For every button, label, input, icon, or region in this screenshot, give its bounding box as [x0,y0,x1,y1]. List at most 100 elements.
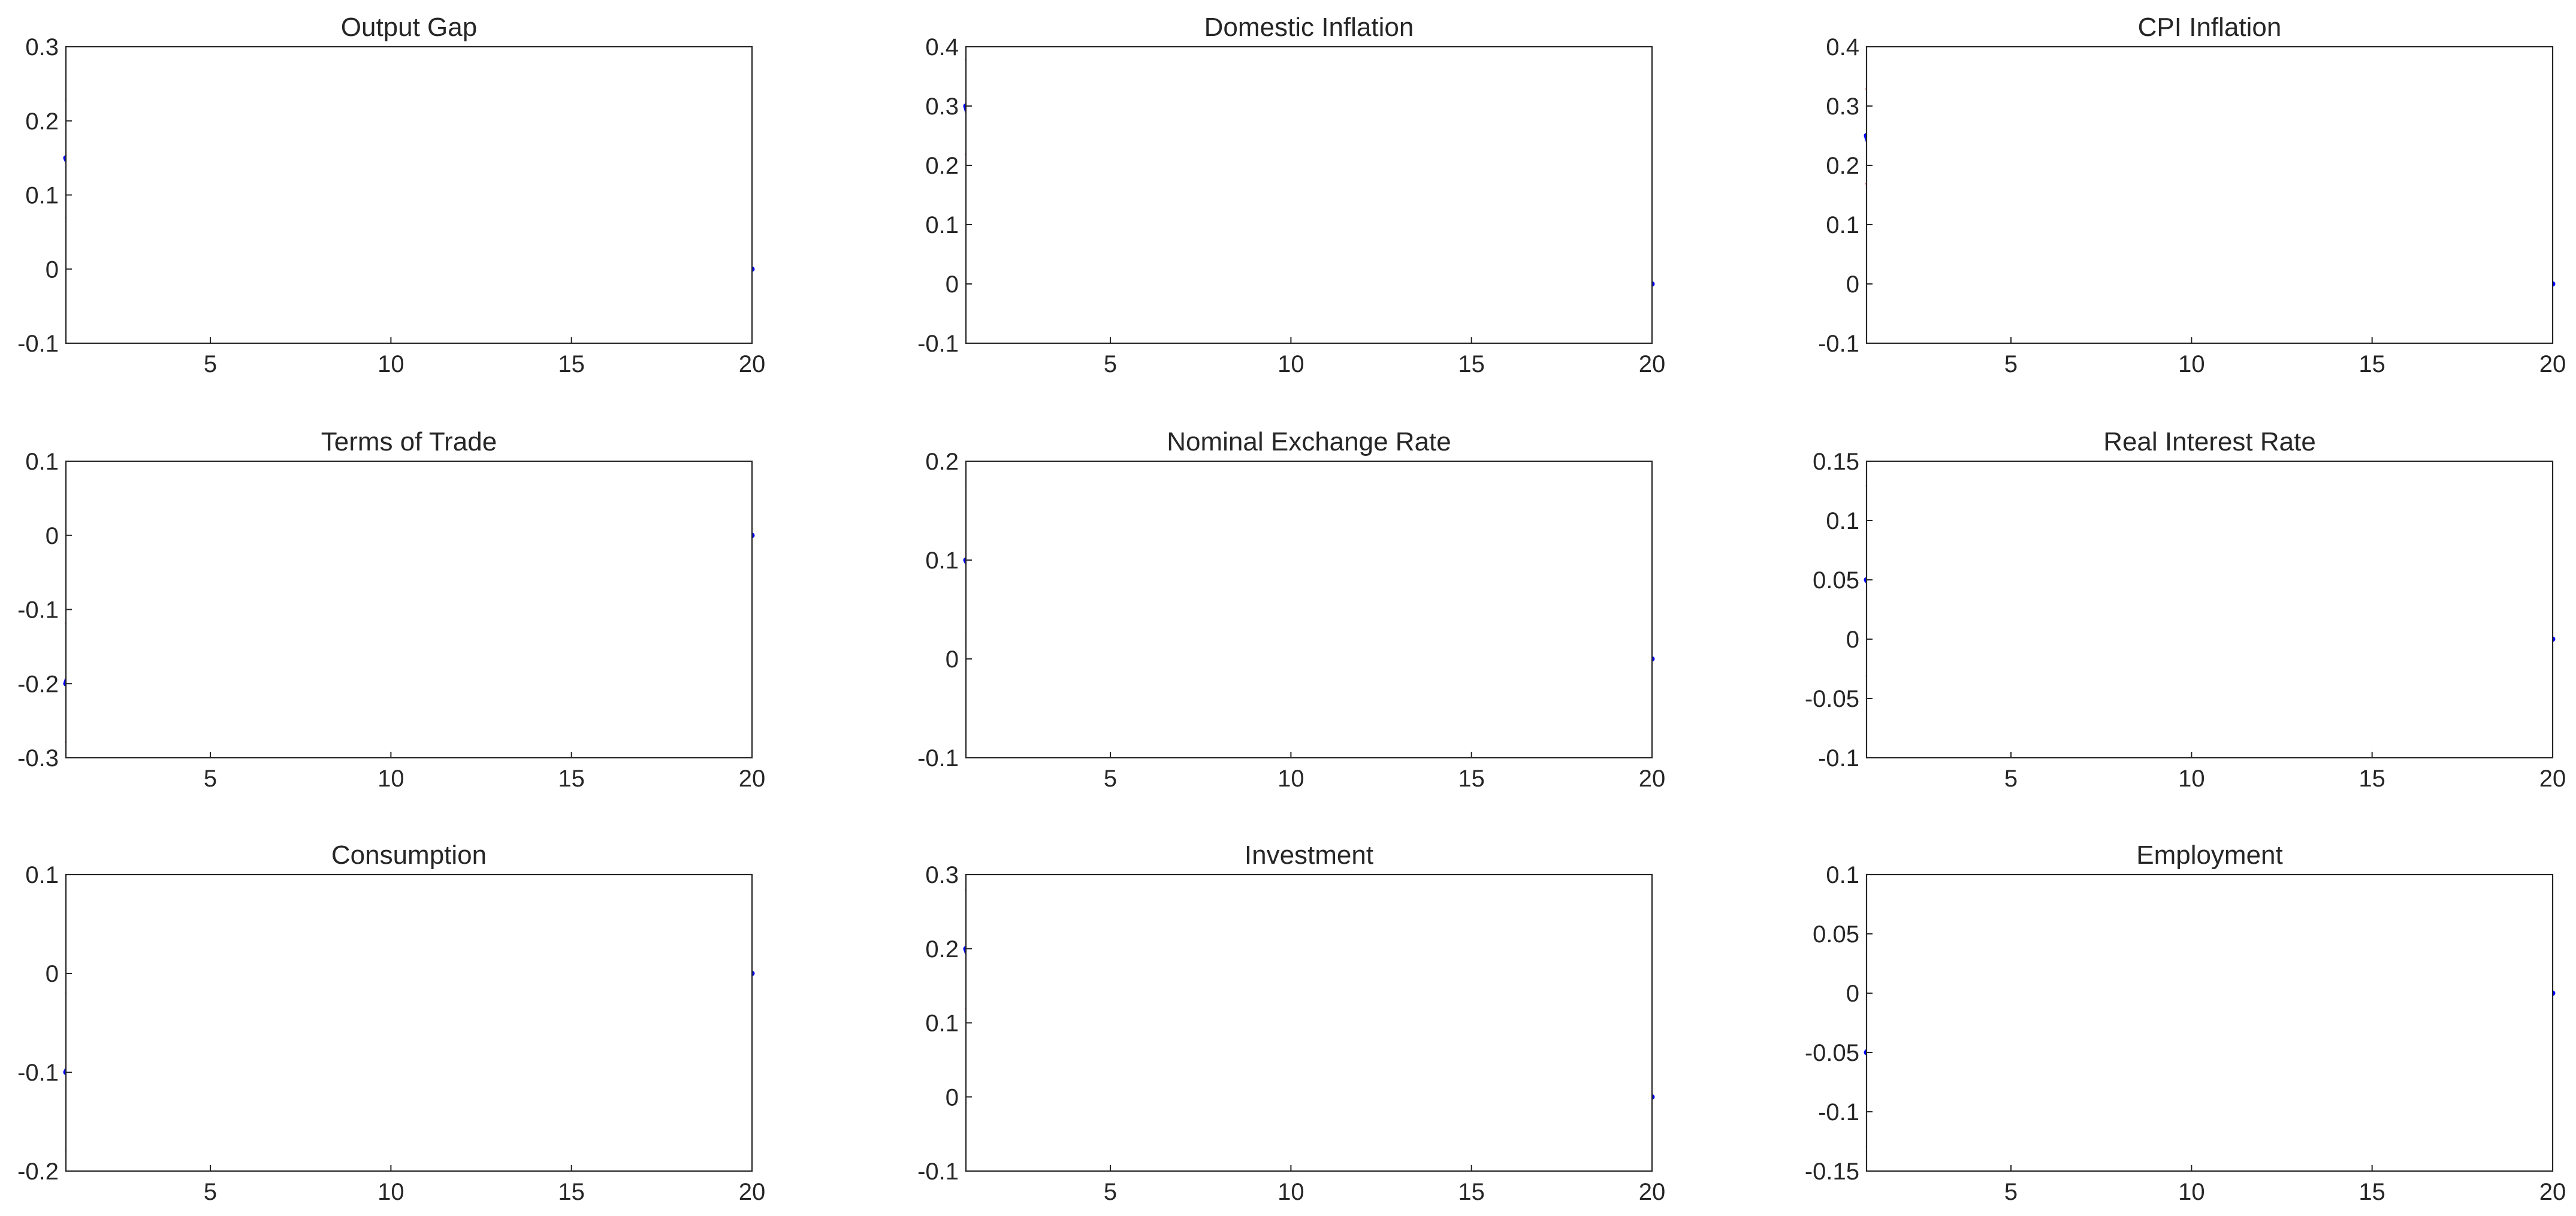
x-tick-label: 15 [558,351,585,377]
x-tick-label: 15 [1458,351,1485,377]
y-tick-label: 0.1 [1826,212,1859,238]
y-tick-label: 0 [46,961,59,987]
y-tick-label: 0 [46,256,59,283]
axes-frame [65,46,753,344]
y-tick-label: 0.2 [1826,153,1859,179]
y-tick-label: 0.1 [25,862,59,888]
y-tick-label: -0.3 [17,745,59,772]
y-tick-label: 0 [946,1084,959,1111]
y-tick-label: 0 [1846,627,1859,653]
axes-frame [1865,46,2554,344]
x-tick-label: 5 [1104,766,1117,792]
y-tick-label: 0.2 [925,449,959,475]
panel-investment: 5 10 15 20 -0.1 0 0.1 0.2 0.3 Investment [917,840,1665,1205]
y-tick-label: -0.1 [1818,1099,1859,1126]
y-tick-label: -0.1 [917,745,959,772]
y-tick-label: 0.05 [1813,921,1859,948]
x-tick-label: 10 [1278,351,1304,377]
x-tick-label: 20 [1639,351,1666,377]
x-tick-label: 15 [2358,1179,2385,1205]
x-tick-label: 5 [2004,1179,2018,1205]
x-tick-label: 5 [204,766,217,792]
y-tick-label: 0 [46,523,59,549]
x-tick-label: 10 [378,351,404,377]
x-tick-label: 20 [2539,766,2566,792]
x-tick-label: 10 [378,1179,404,1205]
y-tick-label: 0 [1846,271,1859,298]
panel-title: Employment [2136,840,2283,870]
y-tick-label: 0 [946,646,959,673]
y-tick-label: 0.1 [925,1011,959,1037]
axes-frame [65,460,753,759]
y-tick-label: 0.1 [25,183,59,209]
x-tick-label: 5 [1104,1179,1117,1205]
panel-title: Investment [1245,840,1373,870]
y-tick-label: 0.4 [1826,34,1859,61]
axes-frame [965,873,1653,1172]
x-tick-label: 5 [2004,766,2018,792]
panel-title: Consumption [331,840,487,870]
x-tick-label: 10 [2178,766,2205,792]
panel-cpi-inflation: 5 10 15 20 -0.1 0 0.1 0.2 0.3 0.4 CPI Inflation [1818,13,2566,377]
x-tick-label: 20 [2539,351,2566,377]
panel-nominal-exchange-rate: 5 10 15 20 -0.1 0 0.1 0.2 Nominal Exchange Rate [917,427,1665,792]
y-tick-label: 0.3 [925,862,959,888]
x-tick-label: 15 [558,1179,585,1205]
y-tick-label: 0.05 [1813,567,1859,594]
panel-output-gap: 5 10 15 20 -0.1 0 0.1 0.2 0.3 Output Gap [17,13,765,377]
x-tick-label: 20 [739,766,766,792]
x-tick-label: 10 [2178,1179,2205,1205]
x-tick-label: 20 [1639,1179,1666,1205]
panel-domestic-inflation: 5 10 15 20 -0.1 0 0.1 0.2 0.3 0.4 Domestic Inflati… [917,13,1665,377]
axes-frame [1865,873,2554,1172]
panel-terms-of-trade: 5 10 15 20 -0.3 -0.2 -0.1 0 0.1 Terms of Trade [17,427,765,792]
y-tick-label: -0.1 [1818,331,1859,357]
y-tick-label: 0.1 [1826,862,1859,888]
axes-frame [1865,460,2554,759]
y-tick-label: -0.1 [1818,745,1859,772]
y-tick-label: 0.2 [25,108,59,135]
x-tick-label: 15 [2358,766,2385,792]
y-tick-label: 0.3 [1826,93,1859,120]
x-tick-label: 10 [1278,1179,1304,1205]
x-tick-label: 15 [558,766,585,792]
y-tick-label: 0.1 [25,449,59,475]
x-tick-label: 5 [1104,351,1117,377]
axes-frame [65,873,753,1172]
y-tick-label: 0.1 [925,212,959,238]
y-tick-label: 0.1 [925,547,959,574]
y-tick-label: -0.1 [917,1158,959,1185]
y-tick-label: 0.15 [1813,449,1859,475]
x-tick-label: 5 [204,1179,217,1205]
x-tick-label: 15 [2358,351,2385,377]
x-tick-label: 15 [1458,766,1485,792]
y-tick-label: 0.3 [25,34,59,61]
y-tick-label: -0.2 [17,1158,59,1185]
panel-consumption: 5 10 15 20 -0.2 -0.1 0 0.1 Consumption [17,840,765,1205]
panel-title: CPI Inflation [2138,13,2282,42]
x-tick-label: 15 [1458,1179,1485,1205]
x-tick-label: 20 [1639,766,1666,792]
x-tick-label: 5 [204,351,217,377]
x-tick-label: 20 [2539,1179,2566,1205]
y-tick-label: 0.4 [925,34,959,61]
panel-title: Output Gap [341,13,477,42]
axes-frame [965,46,1653,344]
panel-title: Real Interest Rate [2103,427,2316,456]
y-tick-label: 0.1 [1826,508,1859,534]
y-tick-label: -0.05 [1805,686,1859,712]
y-tick-label: 0 [946,271,959,298]
y-tick-label: -0.2 [17,671,59,697]
x-tick-label: 20 [739,351,766,377]
x-tick-label: 10 [1278,766,1304,792]
y-tick-label: -0.1 [17,331,59,357]
panel-title: Domestic Inflation [1204,13,1414,42]
x-tick-label: 20 [739,1179,766,1205]
y-tick-label: -0.1 [917,331,959,357]
y-tick-label: -0.1 [17,1060,59,1086]
y-tick-label: 0 [1846,981,1859,1007]
y-tick-label: 0.2 [925,153,959,179]
x-tick-label: 10 [2178,351,2205,377]
y-tick-label: 0.3 [925,93,959,120]
